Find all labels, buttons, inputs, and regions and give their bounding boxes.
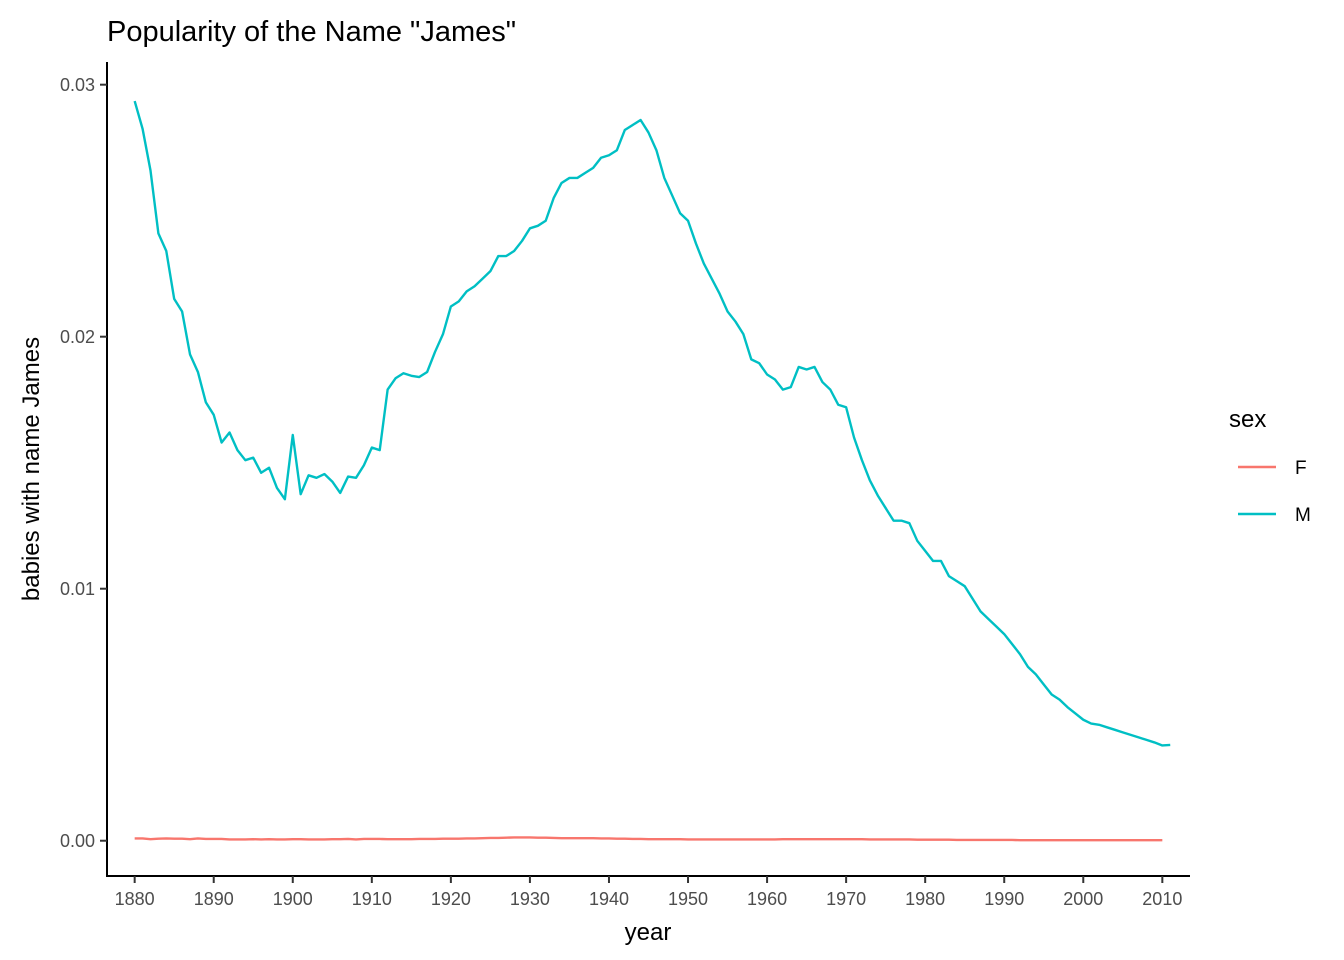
y-axis-ticks: 0.00 0.01 0.02 0.03	[60, 75, 107, 851]
x-axis-ticks: 1880 1890 1900 1910 1920 1930 1940 1950 1960 1970…	[115, 876, 1182, 909]
series-layer	[133, 100, 1171, 842]
legend-label-m: M	[1295, 505, 1311, 526]
x-tick-label: 1990	[984, 889, 1024, 909]
y-tick-label: 0.01	[60, 579, 95, 599]
legend: sex FM	[1229, 406, 1311, 526]
x-tick-label: 1950	[668, 889, 708, 909]
x-tick-label: 1970	[826, 889, 866, 909]
x-tick-label: 1980	[905, 889, 945, 909]
x-tick-label: 2010	[1142, 889, 1182, 909]
plot-area: 1880 1890 1900 1910 1920 1930 1940 1950 1960 1970…	[60, 62, 1190, 909]
series-line-f	[134, 836, 1163, 842]
x-tick-label: 1930	[510, 889, 550, 909]
x-tick-label: 1890	[194, 889, 234, 909]
y-tick-label: 0.02	[60, 327, 95, 347]
x-tick-label: 1910	[352, 889, 392, 909]
series-line-m	[133, 100, 1171, 747]
x-axis-title: year	[625, 919, 672, 946]
x-tick-label: 1960	[747, 889, 787, 909]
x-tick-label: 1880	[115, 889, 155, 909]
x-tick-label: 2000	[1063, 889, 1103, 909]
x-tick-label: 1940	[589, 889, 629, 909]
y-tick-label: 0.00	[60, 831, 95, 851]
x-tick-label: 1900	[273, 889, 313, 909]
legend-items: FM	[1238, 458, 1311, 526]
chart-title: Popularity of the Name "James"	[107, 16, 516, 48]
x-tick-label: 1920	[431, 889, 471, 909]
legend-title: sex	[1229, 406, 1266, 433]
y-axis-title: babies with name James	[18, 337, 45, 601]
y-tick-label: 0.03	[60, 75, 95, 95]
legend-label-f: F	[1295, 458, 1307, 479]
